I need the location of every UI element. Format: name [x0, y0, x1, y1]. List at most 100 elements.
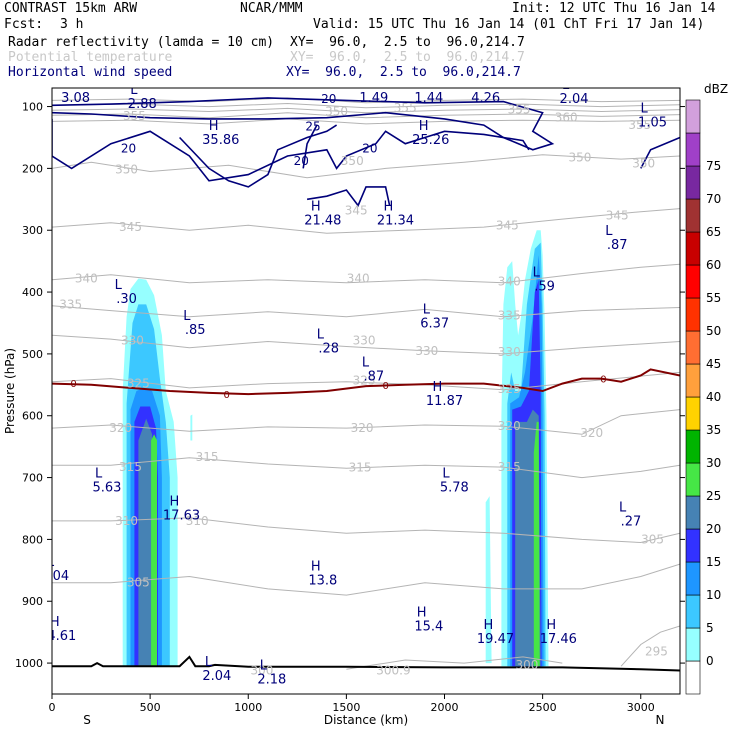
freezing-level-label: 0	[382, 381, 388, 392]
theta-label: 360	[555, 111, 578, 125]
extremum-value: 21.48	[304, 213, 341, 228]
theta-label: 330	[353, 333, 376, 347]
colorbar-level-label: 30	[706, 456, 721, 470]
extremum-marker: L	[205, 655, 213, 670]
y-axis-label: Pressure (hPa)	[3, 348, 17, 434]
extremum-marker: H	[433, 380, 443, 395]
y-tick-label: 700	[22, 472, 43, 485]
wind-contour-line	[52, 97, 555, 151]
field-1-name: Radar reflectivity (lamda = 10 cm)	[8, 35, 275, 50]
theta-contour-line	[52, 563, 680, 596]
extremum-value: 13.8	[308, 573, 337, 588]
extremum-value: .28	[318, 341, 339, 356]
field-1-xy: XY= 96.0, 2.5 to 96.0,214.7	[290, 35, 525, 50]
freezing-level-label: 0	[70, 379, 76, 390]
wind-contour-label: 25	[305, 119, 320, 133]
wind-contour-label: 20	[321, 92, 336, 106]
theta-contour-line	[52, 107, 680, 114]
extremum-value: 2.18	[257, 672, 286, 687]
wind-contour-line	[306, 186, 391, 208]
extremum-marker: H	[546, 618, 556, 633]
reflectivity-region	[138, 418, 155, 667]
extremum-value: 4.26	[471, 91, 500, 106]
extremum-marker: L	[474, 77, 482, 92]
colorbar-level-label: 15	[706, 555, 721, 569]
theta-contour-line	[52, 208, 680, 234]
theta-label: 315	[119, 460, 142, 474]
theta-label: 300	[515, 658, 538, 672]
extremum-value: 21.34	[377, 213, 414, 228]
extremum-marker: L	[362, 355, 370, 370]
extremum-marker: L	[95, 467, 103, 482]
extremum-marker: L	[442, 467, 450, 482]
theta-label: 350	[568, 150, 591, 164]
extremum-value: 2.04	[202, 669, 231, 684]
extremum-marker: H	[383, 199, 393, 214]
colorbar-swatch	[685, 132, 701, 167]
extremum-marker: L	[47, 555, 55, 570]
colorbar-swatch	[685, 660, 701, 695]
fcst-label: Fcst:	[4, 17, 44, 32]
colorbar: 0 5 10 15 20 25 30 35 40 45 50 55 60 65 70 75 dBZ	[685, 82, 728, 695]
extremum-value: 3.08	[61, 91, 90, 106]
extremum-marker: L	[619, 501, 627, 516]
colorbar-swatch	[685, 264, 701, 299]
y-tick-label: 800	[22, 533, 43, 546]
colorbar-swatch	[685, 495, 701, 530]
colorbar-level-label: 60	[706, 258, 721, 272]
extremum-value: .87	[607, 238, 628, 253]
wind-contour-line	[302, 124, 318, 169]
colorbar-swatch	[685, 462, 701, 497]
freezing-level-label: 0	[223, 390, 229, 401]
theta-contour-line	[52, 457, 680, 479]
colorbar-swatch	[685, 594, 701, 629]
y-tick-label: 400	[22, 286, 43, 299]
extremum-value: 2.88	[128, 97, 157, 112]
theta-label: 350	[632, 156, 655, 170]
x-tick-label: 2000	[431, 701, 459, 714]
theta-label: 350	[341, 154, 364, 168]
extremum-marker: L	[417, 77, 425, 92]
extremum-marker: H	[311, 559, 321, 574]
extremum-value: 1.05	[638, 116, 667, 131]
y-tick-label: 500	[22, 348, 43, 361]
extremum-marker: L	[605, 224, 613, 239]
extremum-marker: L	[423, 303, 431, 318]
extremum-marker: H	[417, 606, 427, 621]
extremum-marker: L	[183, 309, 191, 324]
extremum-value: .87	[364, 369, 385, 384]
y-tick-label: 200	[22, 162, 43, 175]
model-title: CONTRAST 15km ARW	[4, 1, 138, 16]
extremum-marker: L	[562, 78, 570, 93]
theta-contour-line	[346, 656, 563, 670]
y-tick-label: 900	[22, 595, 43, 608]
theta-label: 340	[498, 275, 521, 289]
extremum-value: .30	[116, 292, 137, 307]
theta-label: 355	[123, 109, 146, 123]
x-tick-label: 1500	[332, 701, 360, 714]
colorbar-swatch	[685, 198, 701, 233]
theta-label: 335	[59, 297, 82, 311]
theta-contour-line	[52, 371, 680, 391]
theta-contour-line	[52, 517, 680, 544]
theta-label: 315	[498, 460, 521, 474]
org-label: NCAR/MMM	[240, 1, 303, 16]
theta-label: 355	[628, 118, 651, 132]
theta-contour-line	[52, 102, 680, 109]
extremum-marker: H	[484, 618, 494, 633]
theta-label: 345	[496, 218, 519, 232]
theta-label: 295	[645, 644, 668, 658]
reflectivity-region	[190, 414, 193, 441]
theta-label: 355	[394, 101, 417, 115]
x-end-label: N	[656, 713, 665, 727]
colorbar-level-label: 75	[706, 159, 721, 173]
y-tick-label: 1000	[15, 657, 43, 670]
theta-label: 330	[121, 333, 144, 347]
theta-label: 310	[115, 514, 138, 528]
colorbar-swatch	[685, 627, 701, 662]
plot-area: 360 355 355 350 355 355 350 350 350 350 345 345 345 3…	[47, 77, 680, 687]
extremum-value: .04	[49, 569, 70, 584]
freezing-level-label: 0	[600, 375, 606, 386]
theta-label: 310	[186, 514, 209, 528]
